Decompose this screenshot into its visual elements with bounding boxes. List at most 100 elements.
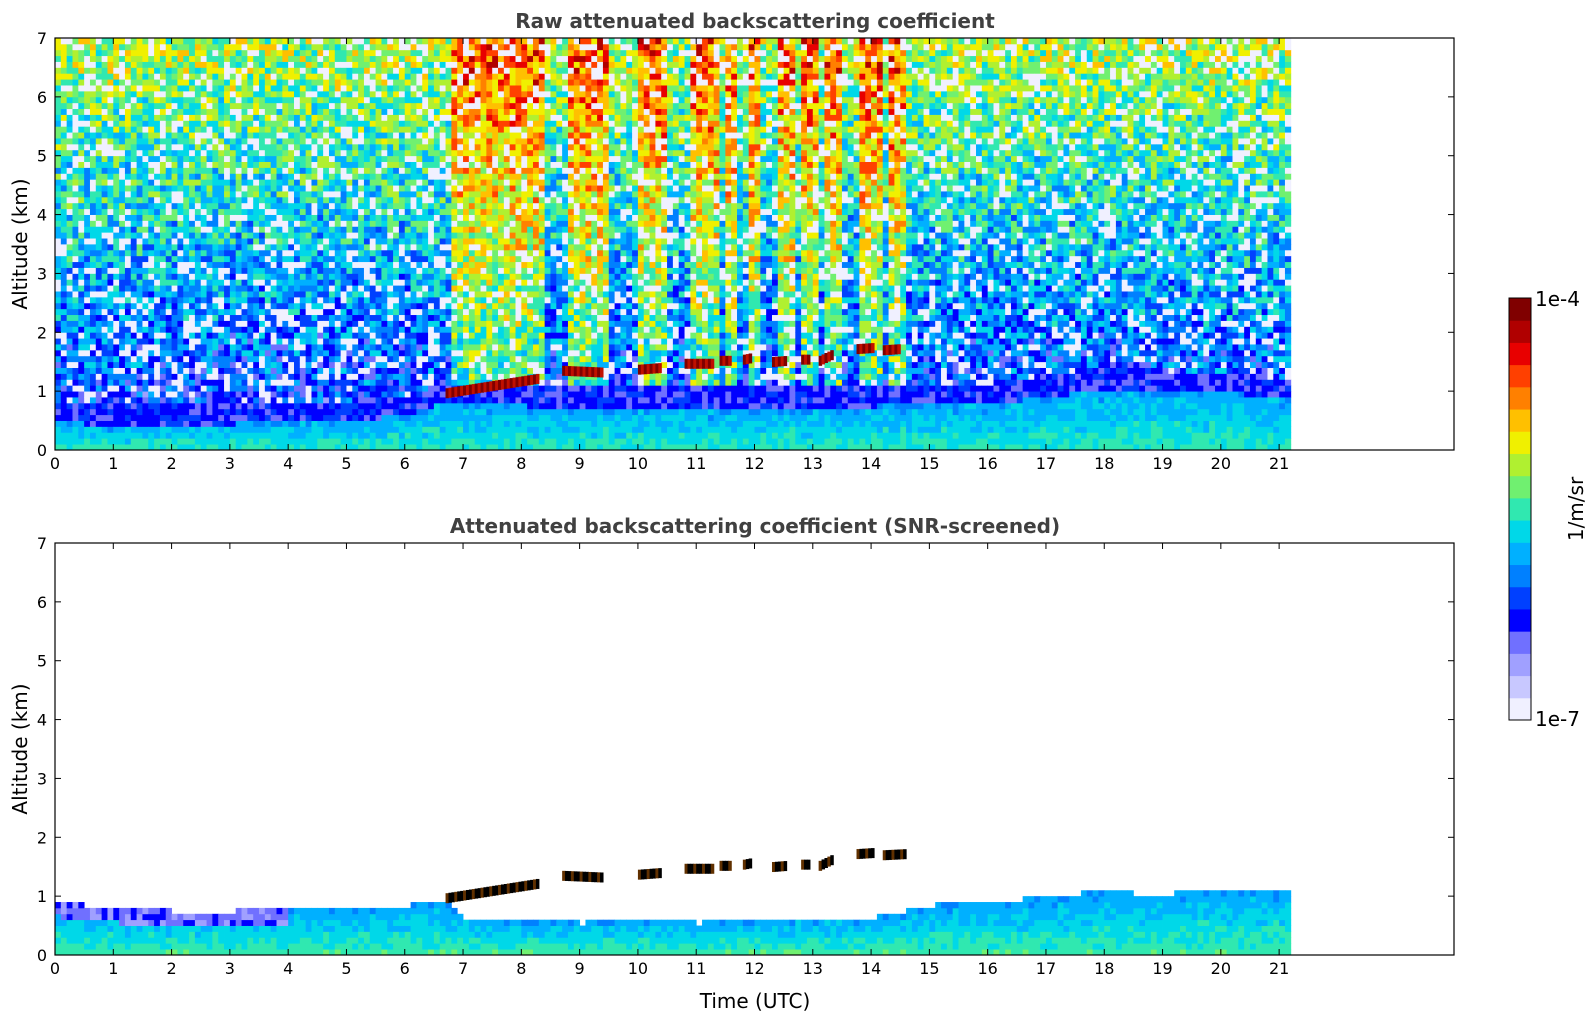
heatmap-cell xyxy=(95,255,103,263)
heatmap-cell xyxy=(463,202,470,210)
heatmap-cell xyxy=(416,249,423,257)
heatmap-cell xyxy=(212,161,219,168)
heatmap-cell xyxy=(334,102,342,110)
heatmap-cell xyxy=(346,355,353,363)
heatmap-cell xyxy=(101,149,108,157)
heatmap-cell xyxy=(142,420,149,427)
heatmap-cell xyxy=(148,302,155,310)
heatmap-cell xyxy=(165,338,172,345)
heatmap-cell xyxy=(212,314,219,321)
heatmap-cell xyxy=(282,208,289,215)
heatmap-cell xyxy=(130,373,138,380)
heatmap-cell xyxy=(270,344,277,351)
heatmap-cell xyxy=(398,79,406,86)
heatmap-cell xyxy=(317,391,324,398)
heatmap-cell xyxy=(247,249,254,257)
heatmap-cell xyxy=(130,285,138,292)
heatmap-cell xyxy=(410,408,417,416)
heatmap-cell xyxy=(358,202,365,210)
heatmap-cell xyxy=(404,438,411,445)
heatmap-cell xyxy=(422,232,429,239)
heatmap-cell xyxy=(113,349,120,357)
heatmap-cell xyxy=(294,138,301,145)
heatmap-cell xyxy=(55,361,62,368)
heatmap-cell xyxy=(235,402,242,410)
heatmap-cell xyxy=(154,432,161,439)
heatmap-cell xyxy=(294,155,301,162)
heatmap-cell xyxy=(165,43,172,51)
heatmap-cell xyxy=(235,438,242,445)
heatmap-cell xyxy=(124,361,132,368)
heatmap-cell xyxy=(177,179,184,186)
heatmap-cell xyxy=(101,420,108,427)
heatmap-cell xyxy=(270,255,277,263)
heatmap-cell xyxy=(55,143,62,151)
heatmap-cell xyxy=(323,43,330,51)
heatmap-cell xyxy=(445,261,452,268)
heatmap-cell xyxy=(294,185,301,192)
heatmap-cell xyxy=(159,361,167,368)
heatmap-cell xyxy=(259,226,266,233)
heatmap-cell xyxy=(404,96,411,104)
heatmap-cell xyxy=(107,149,114,157)
heatmap-cell xyxy=(323,296,330,304)
heatmap-cell xyxy=(66,444,73,451)
heatmap-cell xyxy=(398,49,406,57)
heatmap-cell xyxy=(206,149,213,157)
heatmap-cell xyxy=(433,85,441,92)
heatmap-cell xyxy=(416,38,423,45)
heatmap-cell xyxy=(130,191,138,198)
heatmap-cell xyxy=(136,373,143,380)
heatmap-cell xyxy=(194,173,202,180)
heatmap-cell xyxy=(229,355,237,363)
heatmap-cell xyxy=(288,114,295,121)
heatmap-cell xyxy=(218,402,225,410)
heatmap-cell xyxy=(101,279,108,286)
heatmap-cell xyxy=(66,391,73,398)
heatmap-cell xyxy=(89,73,97,80)
heatmap-cell xyxy=(340,285,347,292)
heatmap-cell xyxy=(130,255,138,263)
heatmap-cell xyxy=(224,132,231,139)
heatmap-cell xyxy=(165,314,172,321)
heatmap-cell xyxy=(142,379,149,386)
heatmap-cell xyxy=(294,179,301,186)
heatmap-cell xyxy=(404,90,411,98)
heatmap-cell xyxy=(253,273,260,280)
heatmap-cell xyxy=(439,90,446,98)
heatmap-cell xyxy=(428,61,435,68)
heatmap-cell xyxy=(171,255,178,263)
heatmap-cell xyxy=(101,55,108,62)
heatmap-cell xyxy=(305,385,312,392)
heatmap-cell xyxy=(422,108,429,115)
heatmap-cell xyxy=(159,132,167,139)
heatmap-cell xyxy=(439,196,446,204)
heatmap-cell xyxy=(183,126,190,133)
heatmap-cell xyxy=(194,61,202,68)
heatmap-cell xyxy=(235,426,242,433)
heatmap-cell xyxy=(171,267,178,274)
heatmap-cell xyxy=(276,108,283,115)
heatmap-cell xyxy=(428,385,435,392)
heatmap-cell xyxy=(206,338,213,345)
heatmap-cell xyxy=(241,202,248,210)
heatmap-cell xyxy=(130,279,138,286)
heatmap-cell xyxy=(136,261,143,268)
heatmap-cell xyxy=(369,173,376,180)
heatmap-cell xyxy=(276,179,283,186)
heatmap-cell xyxy=(247,85,254,92)
heatmap-cell xyxy=(328,255,336,263)
heatmap-cell xyxy=(136,249,143,257)
heatmap-cell xyxy=(241,438,248,445)
heatmap-cell xyxy=(124,255,132,263)
heatmap-cell xyxy=(457,261,464,268)
heatmap-cell xyxy=(404,391,411,398)
heatmap-cell xyxy=(148,279,155,286)
heatmap-cell xyxy=(124,138,132,145)
heatmap-cell xyxy=(253,90,260,98)
heatmap-cell xyxy=(323,79,330,86)
heatmap-cell xyxy=(130,67,138,74)
heatmap-cell xyxy=(194,349,202,357)
heatmap-cell xyxy=(387,426,394,433)
heatmap-cell xyxy=(206,114,213,121)
